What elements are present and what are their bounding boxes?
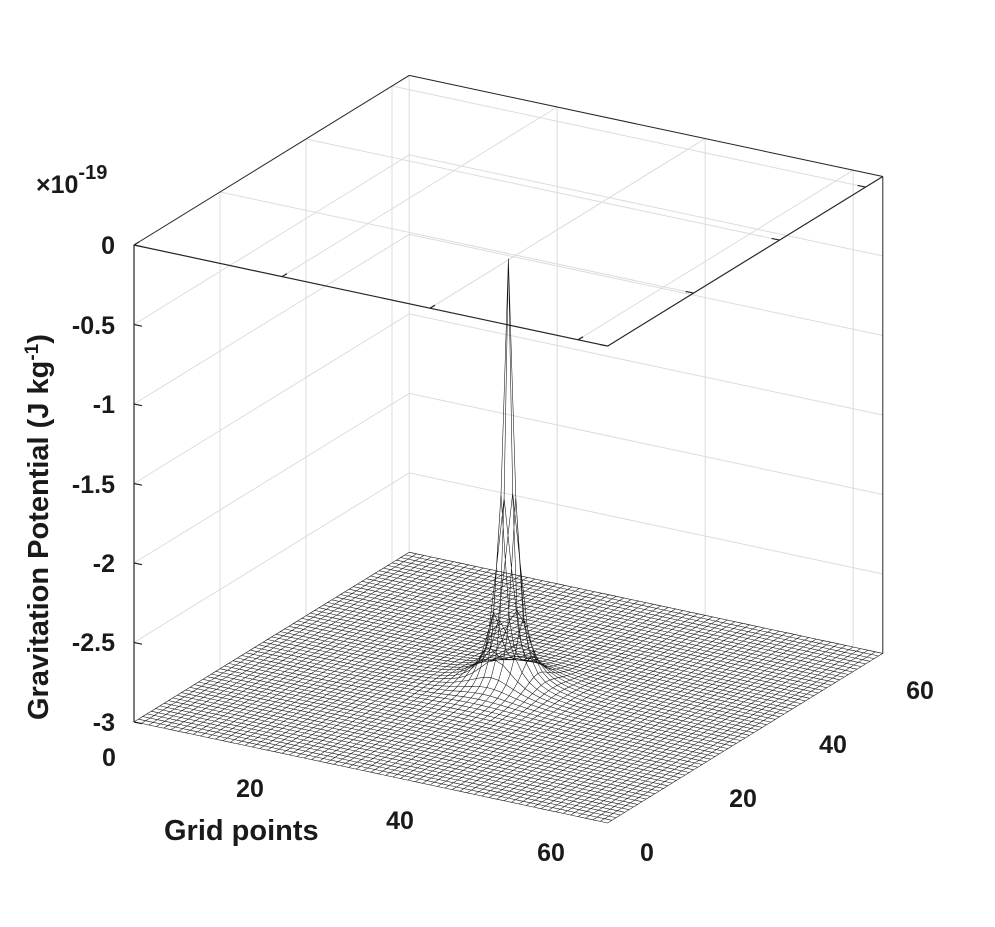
- axis-grid: [133, 74, 883, 723]
- grid-line: [409, 313, 883, 416]
- y-tick-label: 20: [729, 785, 757, 813]
- grid-line: [305, 138, 780, 241]
- x-tick-label: 0: [102, 744, 116, 772]
- grid-line: [133, 313, 410, 484]
- grid-line: [219, 191, 694, 294]
- z-tick-mark: [133, 562, 143, 566]
- z-tick-label: 0: [101, 232, 115, 260]
- z-tick-label: -2: [93, 550, 115, 578]
- exponent-value: -19: [78, 162, 107, 184]
- surface-mesh: [133, 258, 883, 824]
- z-tick-label: -2.5: [72, 629, 115, 657]
- z-tick-mark: [133, 323, 143, 327]
- y-tick-label: 40: [819, 731, 847, 759]
- grid-line: [391, 85, 866, 188]
- x-tick-mark: [133, 241, 140, 246]
- z-tick-mark: [133, 244, 143, 248]
- y-tick-mark: [599, 343, 608, 347]
- grid-line: [281, 106, 558, 278]
- x-axis-label: Grid points: [164, 815, 319, 847]
- exponent-label: ×10-19: [36, 162, 107, 199]
- x-axis-tick-labels: 0 20 40 60: [102, 744, 565, 867]
- axis-box: [133, 74, 884, 725]
- z-tick-mark: [133, 641, 143, 645]
- x-tick-mark: [429, 304, 436, 309]
- z-tick-label: -3: [93, 709, 115, 737]
- z-tick-mark: [133, 403, 143, 407]
- x-tick-label: 40: [386, 807, 414, 835]
- floor-edge: [133, 74, 410, 246]
- z-axis-label-sup: -1: [22, 343, 43, 360]
- grid-line: [409, 472, 883, 575]
- z-axis-tick-labels: 0 -0.5 -1 -1.5 -2 -2.5 -3: [72, 232, 115, 737]
- grid-line: [409, 154, 883, 257]
- y-axis-line: [607, 175, 884, 347]
- floor-edge: [409, 74, 883, 177]
- y-tick-mark: [857, 184, 866, 188]
- grid-line: [577, 169, 854, 341]
- y-tick-label: 0: [640, 839, 654, 867]
- x-axis-line: [133, 244, 608, 347]
- x-tick-mark: [577, 336, 584, 341]
- exponent-prefix: ×10: [36, 171, 78, 199]
- x-tick-label: 60: [537, 839, 565, 867]
- z-tick-label: -1.5: [72, 471, 115, 499]
- y-tick-label: 60: [906, 677, 934, 705]
- grid-line: [133, 154, 410, 325]
- z-tick-label: -0.5: [72, 312, 115, 340]
- y-tick-mark: [771, 237, 780, 241]
- z-axis-label-main: Gravitation Potential (J kg: [23, 361, 55, 720]
- x-tick-label: 20: [236, 775, 264, 803]
- x-tick-mark: [281, 273, 288, 278]
- y-tick-mark: [685, 290, 694, 294]
- z-tick-mark: [133, 482, 143, 486]
- grid-line: [133, 472, 410, 643]
- z-axis-label: Gravitation Potential (J kg-1): [22, 334, 55, 720]
- y-axis-tick-labels: 0 20 40 60: [640, 677, 934, 867]
- grid-line: [409, 233, 883, 336]
- grid-line: [429, 138, 706, 309]
- surface-wireframe: [133, 258, 883, 824]
- grid-line: [409, 392, 883, 495]
- z-tick-label: -1: [93, 391, 115, 419]
- grid-line: [133, 233, 410, 405]
- z-axis-label-end: ): [23, 334, 55, 344]
- grid-line: [133, 392, 410, 564]
